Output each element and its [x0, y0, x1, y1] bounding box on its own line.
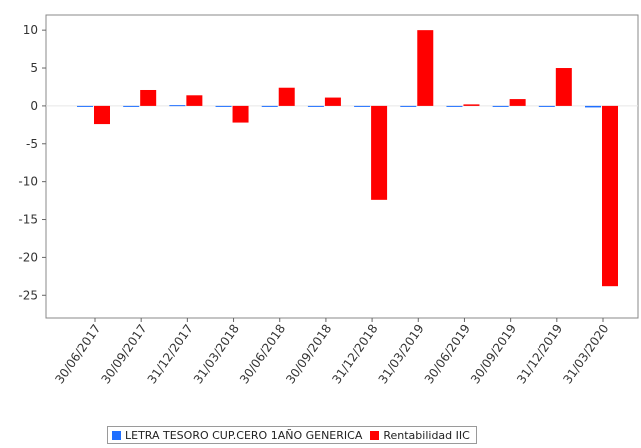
- legend-swatch-rentabilidad: [370, 430, 380, 440]
- bar-rentabilidad-11: [602, 105, 618, 287]
- x-tick-label: 30/09/2017: [98, 322, 149, 387]
- bar-letra-7: [400, 105, 417, 107]
- x-tick-label: 31/12/2018: [329, 322, 380, 387]
- y-tick-label: -5: [26, 137, 38, 151]
- y-tick-label: 5: [30, 61, 38, 75]
- bar-rentabilidad-1: [140, 89, 157, 106]
- y-tick-label: 10: [23, 23, 38, 37]
- bar-rentabilidad-7: [417, 30, 434, 106]
- x-tick-label: 31/03/2018: [191, 322, 242, 387]
- y-tick-label: -25: [18, 288, 38, 302]
- y-tick-label: 0: [30, 99, 38, 113]
- bar-letra-5: [307, 105, 324, 107]
- legend-label-letra: LETRA TESORO CUP.CERO 1AÑO GENERICA: [125, 428, 363, 442]
- bar-letra-6: [354, 105, 371, 107]
- legend-label-rentabilidad: Rentabilidad IIC: [383, 428, 470, 442]
- bar-letra-0: [77, 105, 93, 107]
- bar-rentabilidad-8: [463, 104, 480, 106]
- x-tick-label: 31/12/2019: [514, 322, 565, 387]
- bar-letra-8: [446, 105, 463, 107]
- x-tick-label: 31/12/2017: [145, 322, 196, 387]
- bar-rentabilidad-6: [371, 105, 388, 200]
- bar-letra-4: [261, 105, 278, 107]
- y-tick-label: -15: [18, 213, 38, 227]
- x-tick-label: 30/06/2018: [237, 322, 288, 387]
- legend-item-rentabilidad: Rentabilidad IIC: [370, 428, 470, 442]
- x-tick-label: 31/03/2019: [376, 322, 427, 387]
- x-tick-label: 31/03/2020: [560, 322, 611, 387]
- bar-rentabilidad-4: [278, 87, 295, 106]
- bar-rentabilidad-3: [232, 105, 249, 123]
- y-tick-label: -10: [18, 175, 38, 189]
- legend: LETRA TESORO CUP.CERO 1AÑO GENERICA Rent…: [107, 426, 477, 444]
- bar-letra-11: [585, 105, 601, 108]
- legend-swatch-letra: [112, 430, 121, 440]
- y-tick-label: -20: [18, 250, 38, 264]
- x-tick-label: 30/06/2017: [52, 322, 103, 387]
- bar-rentabilidad-9: [509, 99, 526, 106]
- bar-rentabilidad-5: [324, 97, 341, 106]
- x-tick-label: 30/09/2018: [283, 322, 334, 387]
- bar-letra-1: [123, 105, 140, 107]
- legend-item-letra: LETRA TESORO CUP.CERO 1AÑO GENERICA: [112, 429, 362, 442]
- bar-letra-3: [215, 105, 232, 107]
- plot-frame: [45, 14, 639, 319]
- bar-rentabilidad-10: [555, 68, 572, 106]
- x-tick-label: 30/06/2019: [422, 322, 473, 387]
- bar-letra-9: [492, 105, 509, 107]
- bar-rentabilidad-0: [94, 105, 110, 125]
- bar-rentabilidad-2: [186, 95, 203, 106]
- x-tick-label: 30/09/2019: [468, 322, 519, 387]
- bar-letra-2: [169, 105, 186, 107]
- bar-letra-10: [538, 105, 555, 107]
